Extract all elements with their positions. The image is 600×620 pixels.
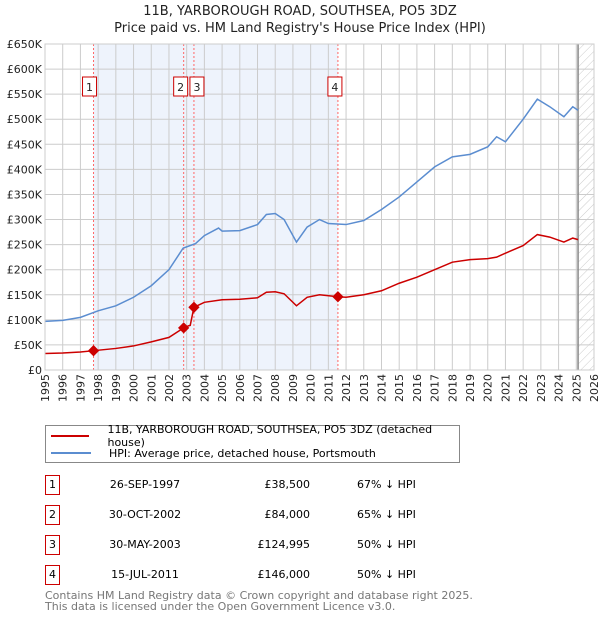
x-tick-label: 2026 [588,374,600,402]
y-tick-label: £600K [7,63,43,76]
legend-item-hpi: HPI: Average price, detached house, Port… [46,445,376,461]
sale-label-box [189,76,205,97]
x-tick-label: 2016 [411,374,424,402]
sale-row: 4 15-JUL-2011 £146,000 50% ↓ HPI [45,565,465,585]
sale-price: £146,000 [257,568,311,581]
x-tick-label: 2013 [358,374,371,402]
x-tick-label: 2012 [340,374,353,402]
legend-item-property: 11B, YARBOROUGH ROAD, SOUTHSEA, PO5 3DZ … [46,423,459,449]
sale-price: £124,995 [257,538,311,551]
sale-label: 3 [193,81,200,94]
sale-number-badge: 3 [45,535,60,555]
y-tick-label: £650K [7,38,43,51]
x-tick-label: 2018 [446,374,459,402]
sale-point [178,322,190,334]
sale-date: 30-MAY-2003 [109,538,181,551]
x-tick-label: 2007 [252,374,265,402]
x-tick-label: 1999 [110,374,123,402]
x-tick-label: 1996 [57,374,70,402]
x-tick-label: 2005 [216,374,229,402]
series-line [44,98,579,323]
x-tick-label: 2015 [393,374,406,402]
subtitle: Price paid vs. HM Land Registry's House … [114,21,486,36]
legend: 11B, YARBOROUGH ROAD, SOUTHSEA, PO5 3DZ … [45,423,460,463]
plot-border [44,43,595,371]
sale-row: 1 26-SEP-1997 £38,500 67% ↓ HPI [45,475,465,495]
sale-point [332,291,344,303]
footer: Contains HM Land Registry data © Crown c… [45,590,473,612]
sale-row: 3 30-MAY-2003 £124,995 50% ↓ HPI [45,535,465,555]
y-tick-label: £150K [7,289,43,302]
legend-line-blue [51,452,91,454]
sale-number-badge: 4 [45,565,60,585]
x-tick-label: 2021 [499,374,512,402]
x-tick-label: 2009 [287,374,300,402]
sale-label: 2 [177,81,184,94]
x-tick-label: 2014 [375,374,388,402]
sale-hpi-diff: 65% ↓ HPI [357,508,416,521]
x-tick-label: 2008 [269,374,282,402]
sale-date: 26-SEP-1997 [109,478,181,491]
x-tick-label: 2017 [429,374,442,402]
x-tick-label: 2001 [145,374,158,402]
x-tick-label: 1998 [92,374,105,402]
legend-label: 11B, YARBOROUGH ROAD, SOUTHSEA, PO5 3DZ … [107,423,433,449]
chart-title: 11B, YARBOROUGH ROAD, SOUTHSEA, PO5 3DZ … [0,3,600,37]
shaded-period [93,44,338,370]
x-tick-label: 2000 [128,374,141,402]
title: 11B, YARBOROUGH ROAD, SOUTHSEA, PO5 3DZ [143,4,457,19]
x-tick-label: 1997 [74,374,87,402]
sale-price: £38,500 [264,478,311,491]
x-tick-label: 2011 [322,374,335,402]
y-tick-label: £350K [7,188,43,201]
sale-label: 1 [86,81,93,94]
sale-label: 4 [331,81,338,94]
sale-label-box [327,76,343,97]
legend-line-red [51,435,90,437]
y-tick-label: £300K [7,214,43,227]
y-tick-label: £0 [28,364,42,377]
x-tick-label: 1995 [39,374,52,402]
sale-date: 30-OCT-2002 [108,508,182,521]
y-tick-label: £100K [7,314,43,327]
y-tick-label: £250K [7,239,43,252]
x-tick-label: 2003 [181,374,194,402]
y-tick-label: £50K [14,339,43,352]
hatched-future [578,44,594,370]
sale-row: 2 30-OCT-2002 £84,000 65% ↓ HPI [45,505,465,525]
x-tick-label: 2019 [464,374,477,402]
sale-hpi-diff: 67% ↓ HPI [357,478,416,491]
sale-hpi-diff: 50% ↓ HPI [357,538,416,551]
sale-hpi-diff: 50% ↓ HPI [357,568,416,581]
x-tick-label: 2022 [517,374,530,402]
footer-line-2: This data is licensed under the Open Gov… [45,600,396,613]
y-tick-label: £200K [7,264,43,277]
y-tick-label: £400K [7,163,43,176]
series-line [44,233,579,355]
y-tick-label: £500K [7,113,43,126]
y-tick-label: £550K [7,88,43,101]
x-tick-label: 2010 [305,374,318,402]
sale-date: 15-JUL-2011 [111,568,179,581]
price-chart: 1995 1996 1997 1998 1999 2000 2001 2002 2003 2004… [7,38,600,402]
sale-price: £84,000 [264,508,311,521]
sale-label-box [173,76,189,97]
sale-label-box [82,76,98,97]
sale-number-badge: 1 [45,475,60,495]
sale-point [188,301,200,313]
x-tick-label: 2020 [482,374,495,402]
footer-line-1: Contains HM Land Registry data © Crown c… [45,589,473,602]
x-tick-label: 2025 [570,374,583,402]
legend-label: HPI: Average price, detached house, Port… [109,446,376,460]
x-tick-label: 2002 [163,374,176,402]
sale-number-badge: 2 [45,505,60,525]
x-tick-label: 2004 [198,374,211,402]
y-tick-label: £450K [7,138,43,151]
x-tick-label: 2023 [535,374,548,402]
x-tick-label: 2024 [553,374,566,402]
x-tick-label: 2006 [234,374,247,402]
